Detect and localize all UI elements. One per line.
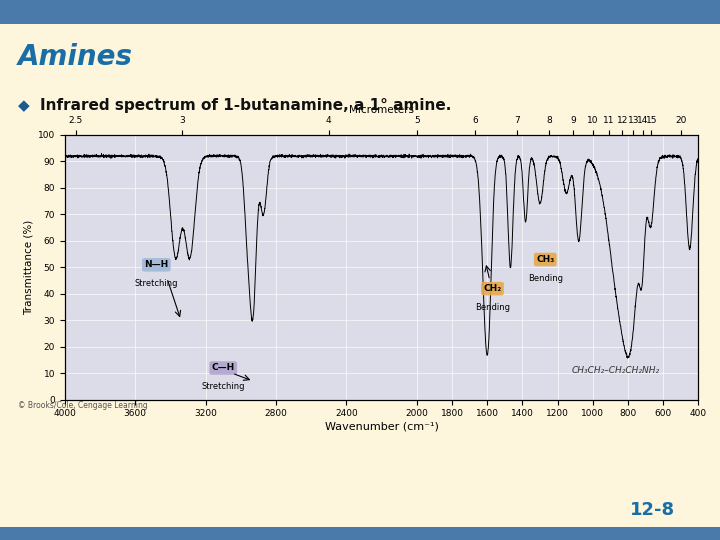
- Text: CH₃CH₂–CH₂CH₂NH₂: CH₃CH₂–CH₂CH₂NH₂: [572, 366, 660, 375]
- Y-axis label: Transmittance (%): Transmittance (%): [24, 220, 34, 315]
- Text: © Brooks/Cole, Cengage Learning: © Brooks/Cole, Cengage Learning: [18, 401, 148, 410]
- Text: Amines: Amines: [18, 43, 133, 71]
- Text: Bending: Bending: [528, 274, 563, 282]
- Text: Stretching: Stretching: [135, 279, 178, 288]
- Text: Infrared spectrum of 1-butanamine, a 1° amine.: Infrared spectrum of 1-butanamine, a 1° …: [40, 98, 451, 113]
- Text: Bending: Bending: [475, 302, 510, 312]
- Text: Stretching: Stretching: [202, 382, 245, 391]
- Text: 12-8: 12-8: [630, 501, 675, 519]
- Text: C—H: C—H: [212, 363, 235, 373]
- Text: CH₃: CH₃: [536, 255, 554, 264]
- Text: ◆: ◆: [18, 98, 30, 113]
- X-axis label: Wavenumber (cm⁻¹): Wavenumber (cm⁻¹): [325, 421, 438, 431]
- X-axis label: Micrometers: Micrometers: [349, 105, 414, 116]
- Text: CH₂: CH₂: [483, 284, 502, 293]
- Text: N—H: N—H: [144, 260, 168, 269]
